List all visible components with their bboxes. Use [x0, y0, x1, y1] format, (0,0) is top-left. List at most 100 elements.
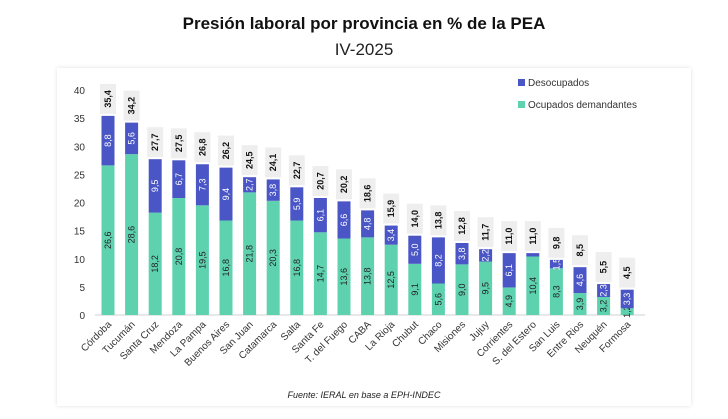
segment-value-label: 5,6	[127, 132, 137, 145]
total-value-label: 11,0	[504, 228, 514, 245]
total-value-label: 27,7	[150, 133, 160, 151]
total-label-box	[572, 235, 588, 266]
segment-value-label: 16,8	[292, 259, 302, 277]
segment-value-label: 3,2	[599, 300, 609, 313]
segment-value-label: 1,2	[622, 305, 632, 318]
chart-title: Presión laboral por provincia en % de la…	[182, 14, 546, 33]
segment-value-label: 13,8	[363, 267, 373, 285]
segment-value-label: 4,6	[575, 274, 585, 287]
bar-segment	[219, 167, 233, 221]
bar-segment	[361, 210, 375, 238]
segment-value-label: 21,8	[245, 245, 255, 263]
y-tick-label: 25	[74, 170, 86, 181]
total-value-label: 20,2	[339, 176, 349, 194]
y-tick-label: 40	[74, 86, 86, 97]
bar-segment	[101, 115, 115, 166]
bar-segment	[479, 249, 493, 262]
bar-segment	[549, 268, 563, 315]
total-label-box	[454, 211, 470, 241]
bar-segment	[337, 238, 351, 315]
total-label-box	[501, 221, 518, 252]
total-label-box	[312, 166, 329, 196]
segment-value-label: 19,5	[197, 251, 207, 269]
segment-value-label: 6,6	[339, 214, 349, 227]
total-value-label: 26,2	[221, 142, 231, 160]
bar-segment	[549, 259, 563, 269]
bar-segment	[431, 283, 445, 315]
y-tick-label: 0	[79, 311, 85, 322]
bar-segment	[526, 253, 540, 257]
bar-segment	[408, 263, 422, 315]
bar-segment	[313, 232, 327, 315]
bar-segment	[101, 165, 115, 315]
total-label-box	[359, 178, 376, 209]
bar-segment	[148, 212, 162, 315]
y-tick-label: 35	[74, 114, 86, 125]
total-label-box	[548, 227, 565, 258]
total-label-box	[218, 135, 234, 166]
total-value-label: 24,1	[268, 154, 278, 172]
total-label-box	[147, 127, 164, 158]
segment-value-label: 9,4	[221, 188, 231, 201]
bar-segment	[195, 164, 209, 206]
segment-value-label: 16,8	[221, 259, 231, 277]
total-label-box	[619, 257, 636, 288]
total-value-label: 12,8	[457, 217, 467, 235]
total-value-label: 5,5	[599, 261, 609, 274]
total-value-label: 4,5	[622, 266, 632, 279]
segment-value-label: 3,9	[575, 298, 585, 311]
bar-segment	[195, 205, 209, 315]
bar-segment	[620, 308, 634, 315]
total-value-label: 9,8	[551, 237, 561, 250]
total-label-box	[406, 203, 423, 234]
segment-value-label: 5,0	[410, 243, 420, 256]
segment-value-label: 12,5	[386, 271, 396, 289]
segment-value-label: 20,8	[174, 248, 184, 266]
y-tick-label: 20	[74, 199, 86, 210]
chart-subtitle: IV-2025	[334, 40, 394, 59]
bar-segment	[266, 179, 280, 201]
bar-segment	[172, 160, 186, 198]
bar-segment	[384, 225, 398, 245]
total-value-label: 8,5	[575, 244, 585, 257]
total-label-box	[288, 155, 305, 186]
segment-value-label: 14,7	[315, 265, 325, 283]
bar-segment	[502, 253, 516, 288]
total-value-label: 34,2	[127, 97, 137, 115]
total-value-label: 11,7	[481, 224, 491, 241]
total-value-label: 15,9	[386, 200, 396, 218]
total-label-box	[383, 193, 400, 224]
bar-segment	[502, 287, 516, 315]
bar-segment	[337, 201, 351, 239]
segment-value-label: 9,5	[150, 180, 160, 193]
total-label-box	[170, 128, 187, 159]
bar-segment	[526, 256, 540, 315]
segment-value-label: 3,8	[457, 247, 467, 260]
bar-segment	[361, 237, 375, 315]
y-tick-label: 30	[74, 142, 86, 153]
bar-segment	[125, 122, 139, 155]
bar-segment	[266, 200, 280, 315]
bar-segment	[479, 261, 493, 315]
segment-value-label: 9,5	[481, 282, 491, 295]
total-label-box	[336, 169, 352, 200]
segment-value-label: 5,9	[292, 198, 302, 211]
y-tick-label: 5	[79, 283, 85, 294]
segment-value-label: 3,4	[386, 229, 396, 242]
segment-value-label: 8,8	[103, 134, 113, 147]
segment-value-label: 3,3	[622, 293, 632, 306]
bar-segment	[243, 177, 257, 193]
total-value-label: 18,6	[363, 185, 373, 203]
total-label-box	[100, 83, 116, 114]
segment-value-label: 13,6	[339, 268, 349, 286]
segment-value-label: 18,2	[150, 255, 160, 273]
bar-segment	[384, 244, 398, 315]
segment-value-label: 9,0	[457, 283, 467, 296]
total-value-label: 14,0	[410, 210, 420, 228]
segment-value-label: 8,3	[551, 285, 561, 298]
bar-segment	[455, 243, 469, 265]
total-label-box	[265, 147, 282, 178]
total-value-label: 24,5	[245, 151, 255, 169]
total-value-label: 35,4	[103, 90, 113, 108]
